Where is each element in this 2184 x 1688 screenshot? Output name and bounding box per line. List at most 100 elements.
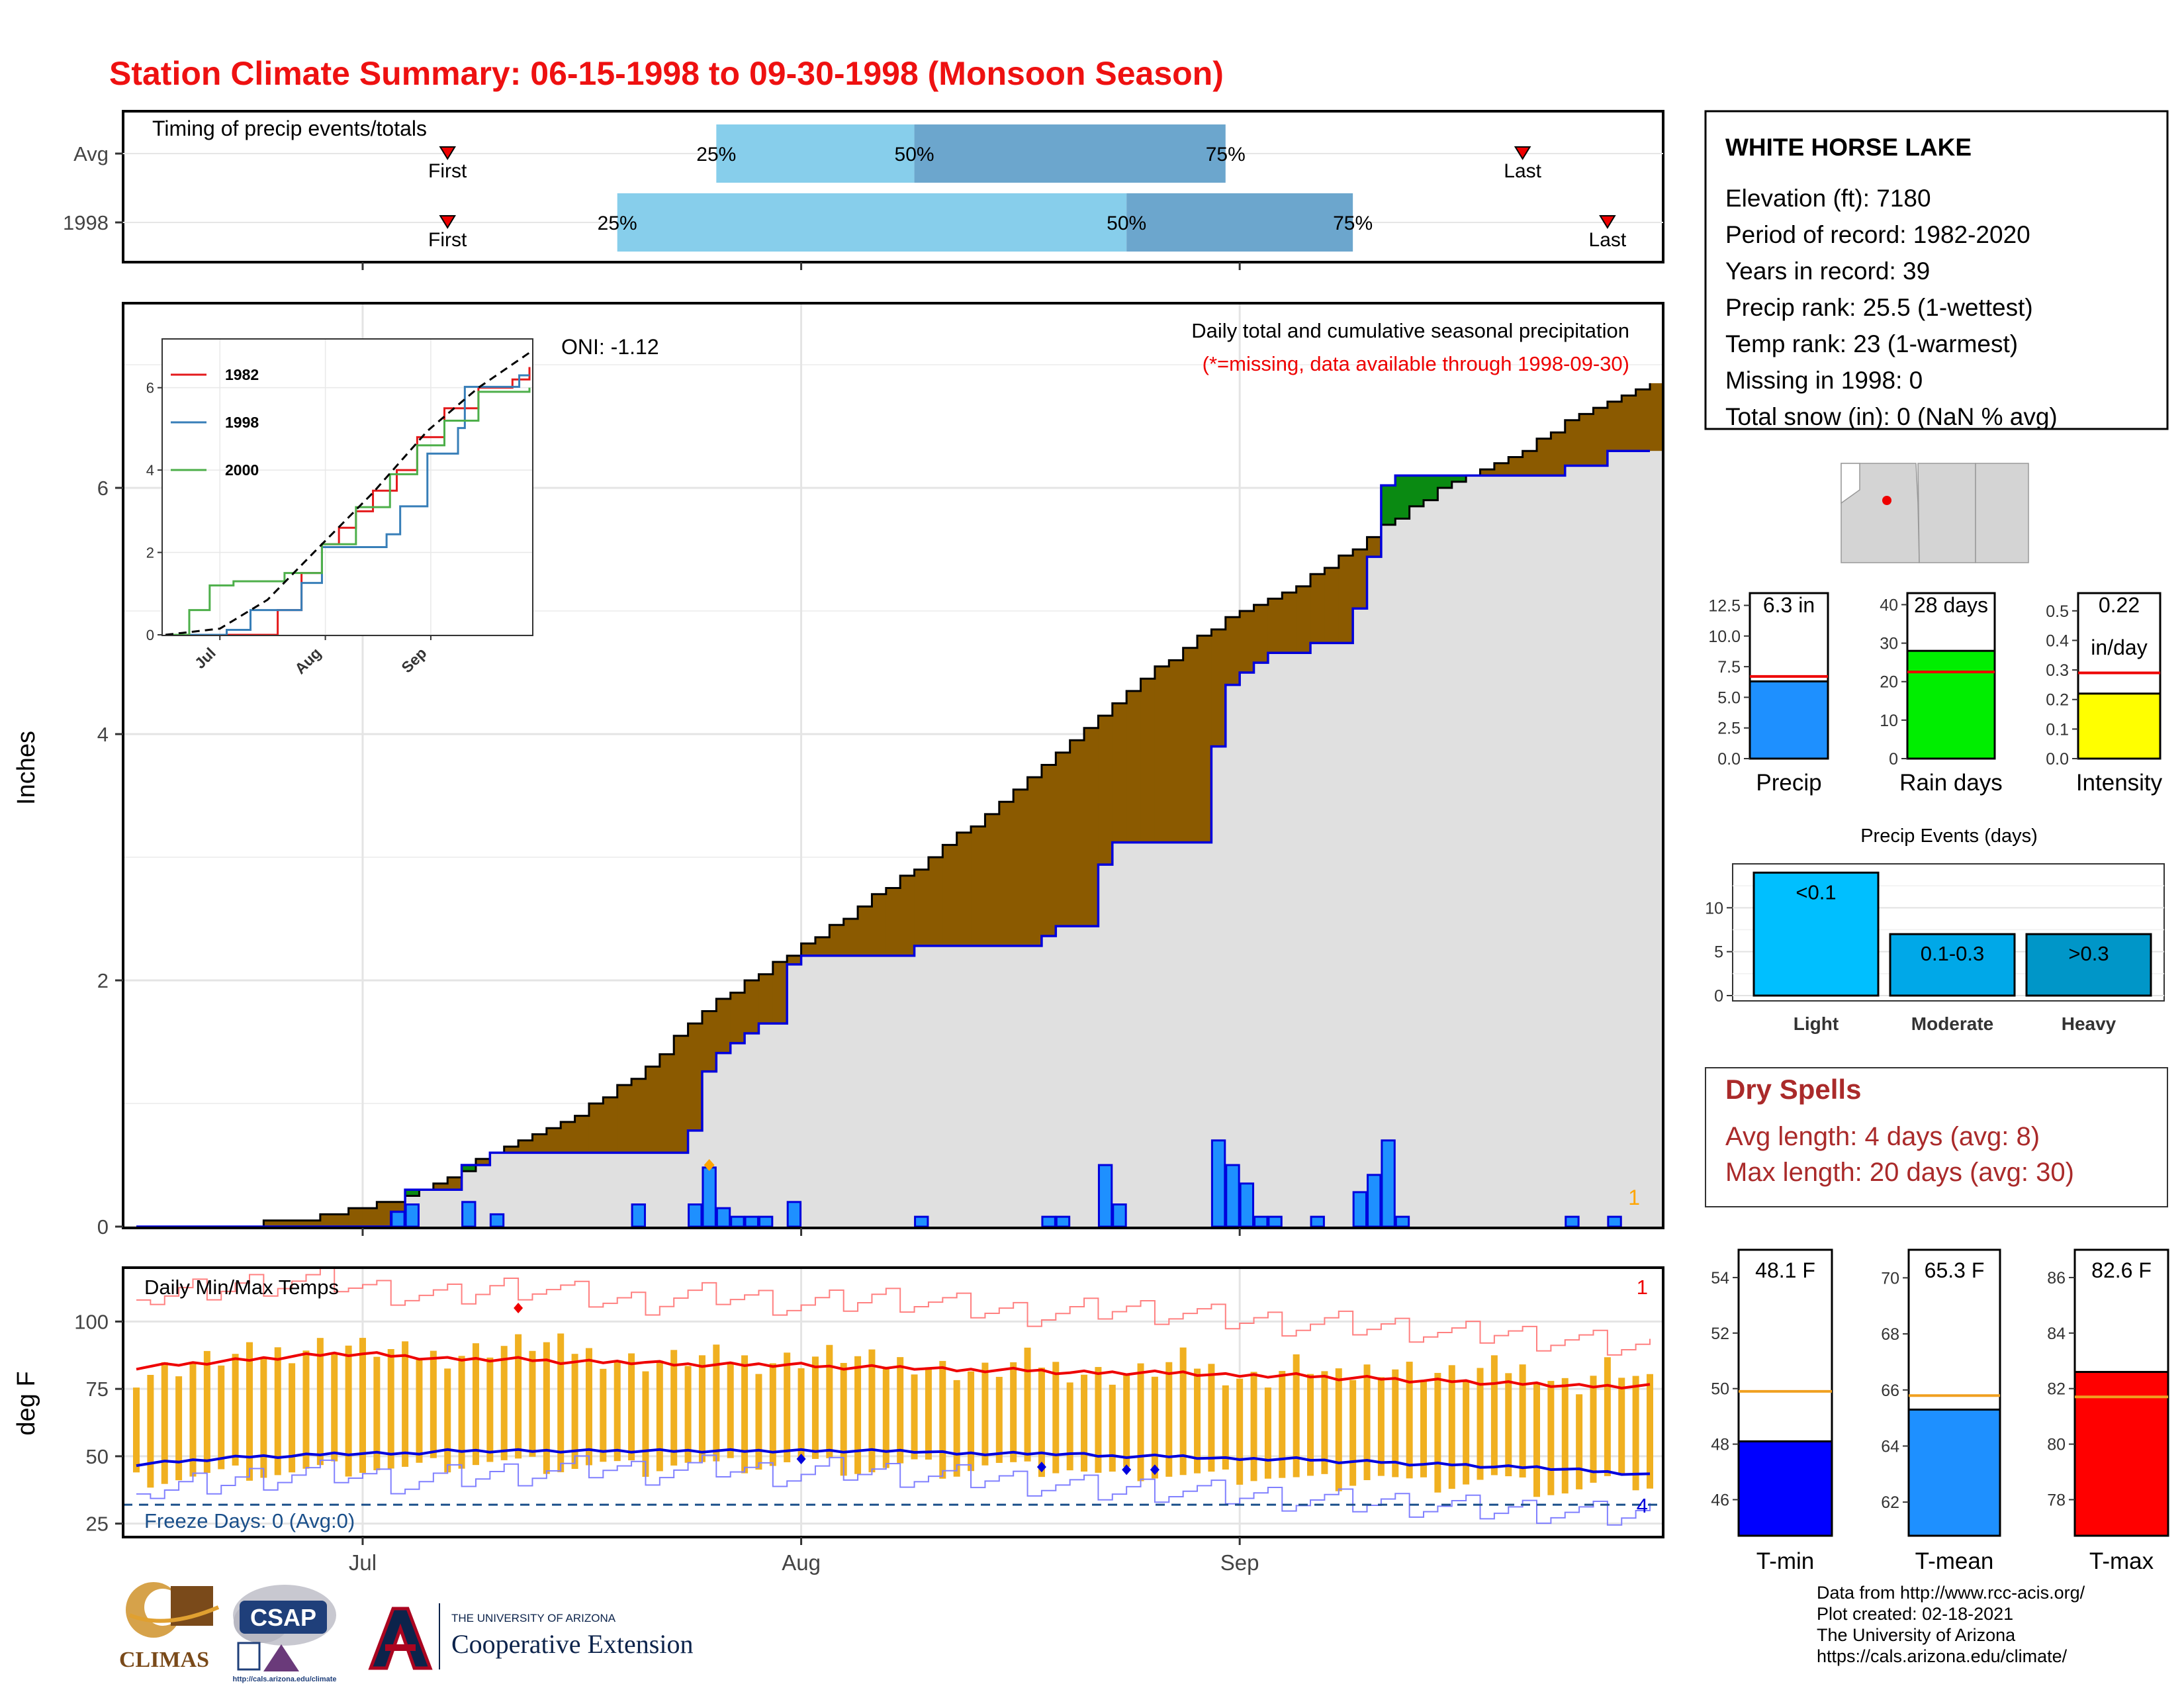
csap-badge [240, 1601, 327, 1634]
daily-temp-bar [1123, 1374, 1130, 1468]
y-tick-label: 4 [97, 723, 109, 746]
daily-temp-bar [797, 1368, 805, 1460]
x-tick-label: Aug [782, 1550, 821, 1575]
daily-temp-bar [232, 1354, 239, 1466]
daily-temp-bar [1279, 1371, 1286, 1478]
y-tick-label: 100 [74, 1310, 109, 1333]
daily-temp-bar [981, 1362, 989, 1466]
deficit-fill [1282, 592, 1297, 653]
deficit-fill [504, 1147, 519, 1153]
inset-series-avg [165, 352, 530, 636]
deficit-fill [1267, 598, 1283, 653]
record-min-marker [796, 1453, 806, 1464]
precip-caption: Daily total and cumulative seasonal prec… [1191, 319, 1629, 342]
deficit-fill [1593, 408, 1608, 466]
page-title: Station Climate Summary: 06-15-1998 to 0… [109, 55, 1224, 92]
inset-legend-label: 1998 [225, 414, 259, 431]
credit-line: https://cals.arizona.edu/climate/ [1817, 1646, 2068, 1666]
daily-temp-bar [1052, 1362, 1060, 1474]
first-label: First [428, 229, 467, 251]
daily-precip-bar [631, 1203, 646, 1228]
daily-temp-bar [585, 1348, 592, 1466]
deficit-fill [1126, 690, 1142, 843]
daily-temp-bar [557, 1333, 565, 1473]
daily-temp-bar [968, 1371, 975, 1472]
daily-precip-bar [715, 1207, 731, 1228]
surplus-fill [1395, 475, 1410, 519]
temp-y-tick-label: 68 [1881, 1325, 1899, 1344]
deficit-fill [1480, 469, 1495, 476]
mini-y-tick-label: 2.5 [1717, 720, 1741, 738]
temp-bar-label: T-mean [1915, 1548, 1994, 1574]
temp-bar-label: T-min [1756, 1548, 1815, 1574]
mini-y-tick-label: 40 [1880, 596, 1898, 614]
timing-p50-label: 50% [1107, 212, 1146, 234]
ua-small-text: THE UNIVERSITY OF ARIZONA [451, 1612, 616, 1624]
deficit-fill [390, 1201, 406, 1212]
surplus-fill [1424, 475, 1438, 500]
surplus-fill [1437, 475, 1453, 488]
csap-logo: CSAP http://cals.arizona.edu/climate [232, 1585, 337, 1683]
daily-precip-bar [1112, 1203, 1127, 1228]
mini-y-tick-label: 12.5 [1708, 597, 1741, 616]
deficit-fill [801, 943, 816, 956]
precip-event-category: Light [1794, 1013, 1839, 1034]
daily-temp-bar [1420, 1380, 1428, 1477]
daily-temp-bar [1519, 1364, 1526, 1477]
last-label: Last [1589, 229, 1627, 251]
daily-temp-bar [1477, 1368, 1484, 1480]
deficit-fill [1197, 635, 1212, 843]
deficit-fill [956, 832, 972, 946]
deficit-fill [1310, 574, 1326, 643]
daily-temp-bar [1293, 1354, 1300, 1477]
deficit-fill [674, 1035, 689, 1153]
y-tick-label: 6 [97, 477, 109, 500]
daily-temp-bar [1066, 1382, 1073, 1471]
daily-temp-bar [1561, 1378, 1569, 1494]
daily-temp-bar [1406, 1362, 1413, 1479]
temp-y-tick-label: 52 [1711, 1325, 1729, 1343]
daily-precip-bar [1097, 1164, 1113, 1228]
timing-bar-q1 [617, 193, 1127, 252]
record-min-marker [1122, 1464, 1132, 1476]
daily-temp-bar [882, 1366, 889, 1468]
daily-precip-bar [1239, 1182, 1255, 1228]
first-marker [439, 146, 457, 160]
mini-bar-value: 6.3 in [1763, 593, 1815, 617]
daily-temp-bar [175, 1376, 183, 1481]
mini-y-tick-label: 0.5 [2046, 602, 2069, 621]
deficit-fill [971, 826, 986, 946]
daily-temp-bar [331, 1353, 338, 1462]
deficit-fill [1253, 604, 1269, 663]
daily-temp-bar [1109, 1384, 1116, 1472]
deficit-fill [1338, 555, 1353, 643]
deficit-fill [447, 1177, 463, 1190]
daily-temp-bar [1448, 1365, 1455, 1489]
daily-temp-bar [628, 1353, 635, 1461]
daily-precip-bar [1055, 1215, 1071, 1228]
daily-temp-bar [897, 1357, 904, 1464]
daily-temp-bar [1222, 1385, 1229, 1470]
mini-y-tick-label: 20 [1880, 673, 1898, 692]
temp-bar-t-min [1737, 1440, 1833, 1537]
temp-panel-title: Daily Min/Max Temps [144, 1276, 339, 1299]
deficit-fill [1579, 414, 1594, 466]
daily-precip-bar [758, 1215, 774, 1228]
temp-y-tick-label: 46 [1711, 1491, 1729, 1509]
daily-temp-bar [614, 1361, 621, 1462]
inset-legend-label: 2000 [225, 461, 259, 479]
daily-precip-bar [744, 1215, 759, 1228]
daily-precip-bar [1253, 1215, 1269, 1228]
dry-spells-title: Dry Spells [1725, 1074, 1861, 1105]
daily-temp-bar [1604, 1357, 1611, 1476]
precip-caption-missing: (*=missing, data available through 1998-… [1203, 352, 1629, 375]
daily-precip-bar [461, 1201, 477, 1228]
daily-temp-bar [416, 1359, 423, 1463]
daily-temp-bar [500, 1346, 508, 1460]
temp-y-axis-label: deg F [13, 1371, 40, 1435]
mini-bar-intensity [2077, 692, 2161, 760]
daily-temp-bar [656, 1360, 663, 1472]
deficit-fill [1494, 463, 1509, 476]
deficit-fill [886, 888, 901, 956]
deficit-fill [532, 1134, 547, 1153]
